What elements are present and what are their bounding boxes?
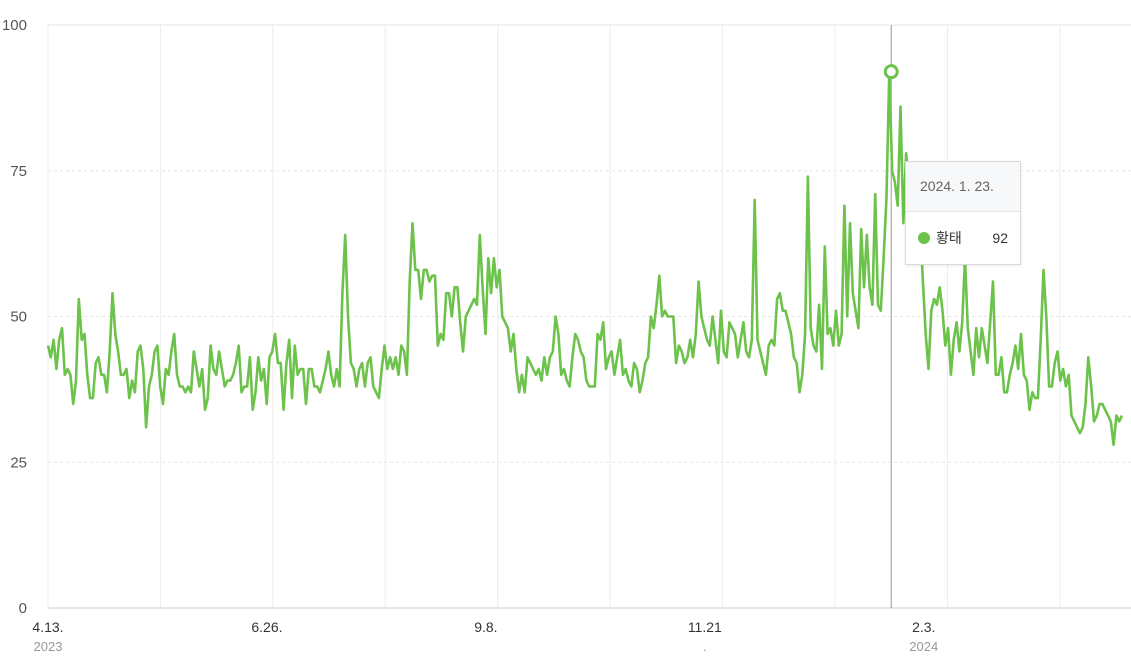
- x-tick-year: 2024: [909, 639, 938, 654]
- y-axis-ticks: 0 25 50 75 100: [2, 17, 27, 617]
- x-tick-label: 2.3.: [912, 619, 935, 635]
- y-tick-label: 75: [10, 163, 27, 180]
- x-tick-label: 9.8.: [474, 619, 497, 635]
- series-line: [46, 70, 1124, 447]
- x-tick-year: 2023: [34, 639, 63, 654]
- y-tick-label: 25: [10, 454, 27, 471]
- x-tick-label: 4.13.: [32, 619, 63, 635]
- x-axis-ticks: 4.13. 2023 6.26. 9.8. 11.21. 2.3. 2024: [32, 619, 938, 654]
- tooltip-date: 2024. 1. 23.: [906, 162, 1020, 212]
- y-tick-label: 0: [19, 600, 27, 617]
- x-tick-label: 11.21: [688, 619, 722, 635]
- tooltip-row: 황태 92: [906, 212, 1020, 264]
- hover-point-marker[interactable]: [883, 64, 899, 80]
- series-group: [46, 70, 1124, 447]
- y-tick-label: 50: [10, 309, 27, 326]
- x-tick-year: .: [703, 639, 707, 654]
- tooltip-series-name: 황태: [936, 230, 962, 246]
- series-color-dot: [918, 232, 930, 244]
- y-tick-label: 100: [2, 17, 27, 34]
- tooltip: 2024. 1. 23. 황태 92: [905, 161, 1021, 265]
- x-tick-label: 6.26.: [251, 619, 282, 635]
- tooltip-value: 92: [992, 230, 1008, 246]
